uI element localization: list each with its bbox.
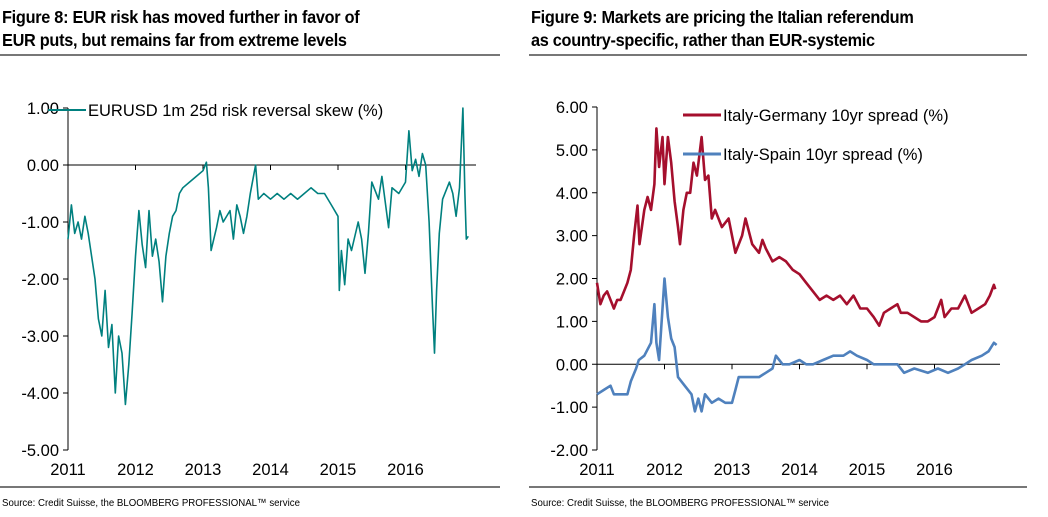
- chart-8-y-tick-label: -3.00: [21, 328, 59, 346]
- chart-8-legend-label-1: EURUSD 1m 25d risk reversal skew (%): [88, 102, 383, 120]
- chart-8-x-tick-label: 2016: [387, 461, 424, 479]
- figure-9-title-line2: as country-specific, rather than EUR-sys…: [531, 30, 875, 50]
- chart-8-y-tick-label: 0.00: [27, 157, 59, 175]
- chart-9-legend-label-2: Italy-Spain 10yr spread (%): [723, 146, 923, 164]
- chart-8-y-tick-label: -4.00: [21, 385, 59, 403]
- figure-9-source: Source: Credit Suisse, the BLOOMBERG PRO…: [531, 497, 829, 509]
- chart-9-y-tick-label: 0.00: [556, 356, 588, 374]
- figure-8-title-rule: [0, 54, 500, 56]
- chart-9-series-2-line: [596, 277, 998, 413]
- chart-9-x-tick-label: 2015: [849, 461, 886, 479]
- chart-9-y-tick-label: 3.00: [556, 228, 588, 246]
- chart-8-y-tick-label: -5.00: [21, 442, 59, 460]
- figure-8-title-line2: EUR puts, but remains far from extreme l…: [2, 30, 347, 50]
- figure-8-source: Source: Credit Suisse, the BLOOMBERG PRO…: [2, 497, 300, 509]
- chart-8-x-tick-label: 2012: [117, 461, 154, 479]
- chart-8-x-tick-label: 2013: [185, 461, 222, 479]
- chart-9-x-tick-label: 2011: [579, 461, 614, 479]
- chart-9-y-tick-label: -2.00: [550, 442, 588, 460]
- figure-9-title: Figure 9: Markets are pricing the Italia…: [531, 6, 914, 52]
- chart-9-x-tick-label: 2016: [916, 461, 953, 479]
- chart-9-x-tick-label: 2012: [646, 461, 683, 479]
- figure-9-title-line1: Figure 9: Markets are pricing the Italia…: [531, 7, 914, 27]
- chart-9-y-tick-label: 2.00: [556, 271, 588, 289]
- chart-9-x-tick-label: 2014: [781, 461, 818, 479]
- figure-8-bottom-rule: [0, 486, 500, 488]
- figure-9-title-rule: [529, 54, 1027, 56]
- chart-8-x-tick-label: 2015: [320, 461, 357, 479]
- chart-9-y-tick-label: 6.00: [556, 99, 588, 117]
- chart-8-y-tick-label: -1.00: [21, 214, 59, 232]
- chart-8-y-tick-label: -2.00: [21, 271, 59, 289]
- figure-8-title-line1: Figure 8: EUR risk has moved further in …: [2, 7, 360, 27]
- chart-9-y-tick-label: -1.00: [550, 399, 588, 417]
- chart-8-x-tick-label: 2011: [50, 461, 85, 479]
- chart-9-series-1-line: [595, 127, 997, 327]
- figure-8-title: Figure 8: EUR risk has moved further in …: [2, 6, 360, 52]
- chart-9-y-tick-label: 4.00: [556, 185, 588, 203]
- chart-8-x-tick-label: 2014: [252, 461, 289, 479]
- chart-8-series-1-line: [67, 107, 469, 406]
- chart-9-legend-label-1: Italy-Germany 10yr spread (%): [723, 107, 949, 125]
- figure-9-bottom-rule: [529, 486, 1027, 488]
- chart-9-y-tick-label: 5.00: [556, 142, 588, 160]
- chart-8-y-tick-label: 1.00: [27, 100, 59, 118]
- chart-9-x-tick-label: 2013: [714, 461, 751, 479]
- chart-9-y-tick-label: 1.00: [556, 313, 588, 331]
